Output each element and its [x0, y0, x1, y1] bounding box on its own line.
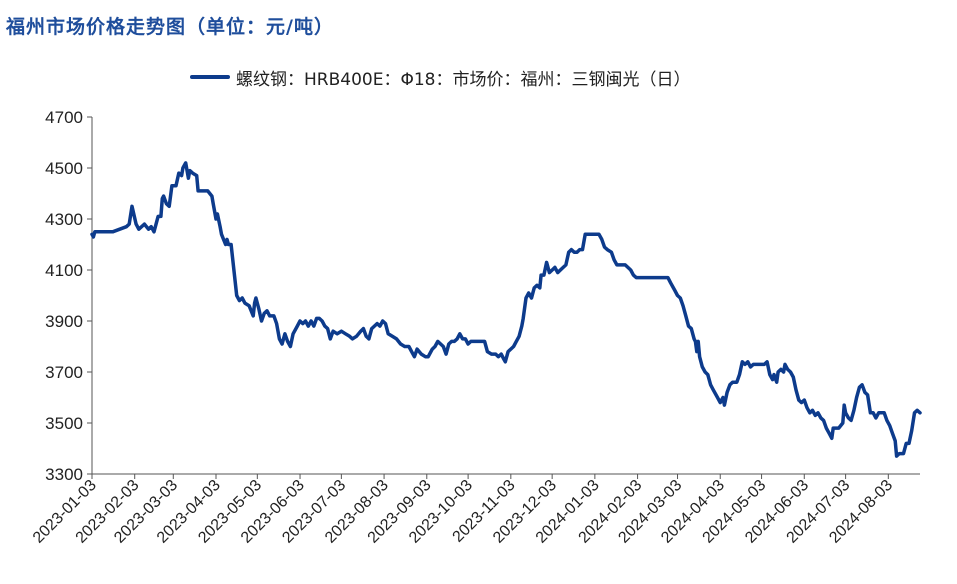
y-tick-label: 3900 — [45, 312, 83, 331]
legend-label: 螺纹钢：HRB400E：Φ18：市场价：福州：三钢闽光（日） — [236, 69, 691, 90]
y-tick-label: 3500 — [45, 414, 83, 433]
y-tick-label: 4300 — [45, 210, 83, 229]
y-tick-label: 4500 — [45, 159, 83, 178]
x-axis: 2023-01-032023-02-032023-03-032023-04-03… — [30, 473, 920, 547]
plot-area — [90, 161, 922, 458]
series-line — [90, 161, 922, 458]
y-tick-label: 3700 — [45, 363, 83, 382]
y-tick-label: 4100 — [45, 261, 83, 280]
y-tick-label: 4700 — [45, 108, 83, 127]
legend-swatch — [190, 75, 230, 79]
y-axis: 3300 3500 3700 3900 4100 4300 4500 4700 — [45, 108, 93, 484]
chart-title: 福州市场价格走势图（单位：元/吨） — [6, 16, 334, 38]
y-tick-label: 3300 — [45, 465, 83, 484]
legend: 螺纹钢：HRB400E：Φ18：市场价：福州：三钢闽光（日） — [190, 66, 691, 90]
